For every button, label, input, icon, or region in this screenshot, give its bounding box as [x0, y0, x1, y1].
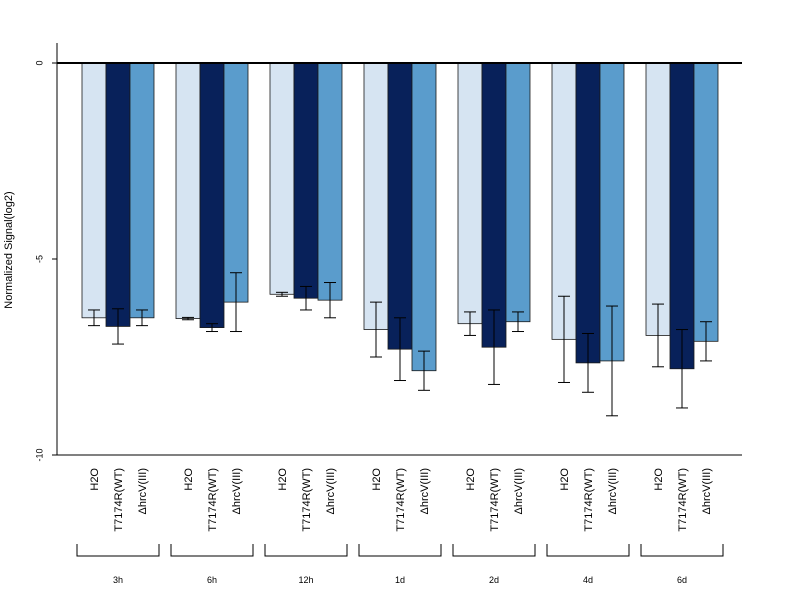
category-label: T7174R(WT): [395, 468, 407, 532]
bar: [693, 62, 719, 342]
bar: [551, 62, 577, 340]
bar: [129, 62, 155, 319]
group-label: 6d: [677, 575, 687, 585]
bar: [293, 62, 319, 299]
bar: [81, 62, 107, 319]
category-label: ΔhrcV(III): [325, 468, 337, 514]
category-label: T7174R(WT): [207, 468, 219, 532]
error-bars-layer: [88, 272, 712, 417]
category-label: T7174R(WT): [301, 468, 313, 532]
bar: [199, 62, 225, 329]
group-label: 6h: [207, 575, 217, 585]
category-label: H2O: [653, 468, 665, 491]
bar: [481, 62, 507, 348]
y-axis-label: Normalized Signal(log2): [3, 191, 15, 308]
group-label: 1d: [395, 575, 405, 585]
y-tick-label: -10: [34, 448, 44, 461]
category-label: ΔhrcV(III): [513, 468, 525, 514]
category-label: H2O: [89, 468, 101, 491]
category-label: ΔhrcV(III): [231, 468, 243, 514]
bar: [175, 62, 201, 319]
y-tick-label: 0: [34, 60, 44, 65]
group-bracket: [358, 544, 442, 557]
group-bracket: [264, 544, 348, 557]
bar: [105, 62, 131, 327]
group-bracket: [640, 544, 724, 557]
category-label: T7174R(WT): [113, 468, 125, 532]
y-axis: 0 -5 -10: [34, 43, 742, 462]
group-label: 3h: [113, 575, 123, 585]
category-label: H2O: [277, 468, 289, 491]
bar: [645, 62, 671, 336]
group-bracket: [452, 544, 536, 557]
category-label: H2O: [371, 468, 383, 491]
bar: [387, 62, 413, 350]
group-label: 2d: [489, 575, 499, 585]
bar: [223, 62, 249, 303]
bar: [269, 62, 295, 295]
category-label: H2O: [183, 468, 195, 491]
bar: [363, 62, 389, 330]
category-label: ΔhrcV(III): [701, 468, 713, 514]
category-label: ΔhrcV(III): [137, 468, 149, 514]
category-label: T7174R(WT): [677, 468, 689, 532]
category-label: H2O: [465, 468, 477, 491]
category-label: T7174R(WT): [583, 468, 595, 532]
category-label: ΔhrcV(III): [607, 468, 619, 514]
bar: [575, 62, 601, 364]
category-label: T7174R(WT): [489, 468, 501, 532]
bar: [317, 62, 343, 301]
category-label: ΔhrcV(III): [419, 468, 431, 514]
group-bracket: [546, 544, 630, 557]
y-tick-label: -5: [34, 255, 44, 263]
bar: [669, 62, 695, 370]
bar: [411, 62, 437, 372]
bar: [457, 62, 483, 325]
bars-layer: [81, 62, 719, 372]
group-bracket: [170, 544, 254, 557]
group-label: 4d: [583, 575, 593, 585]
group-label: 12h: [298, 575, 313, 585]
group-bracket: [76, 544, 160, 557]
x-axis: H2O T7174R(WT) ΔhrcV(III) 3h H2O T7174R(WT) Δh…: [76, 468, 724, 585]
bar: [505, 62, 531, 323]
category-label: H2O: [559, 468, 571, 491]
